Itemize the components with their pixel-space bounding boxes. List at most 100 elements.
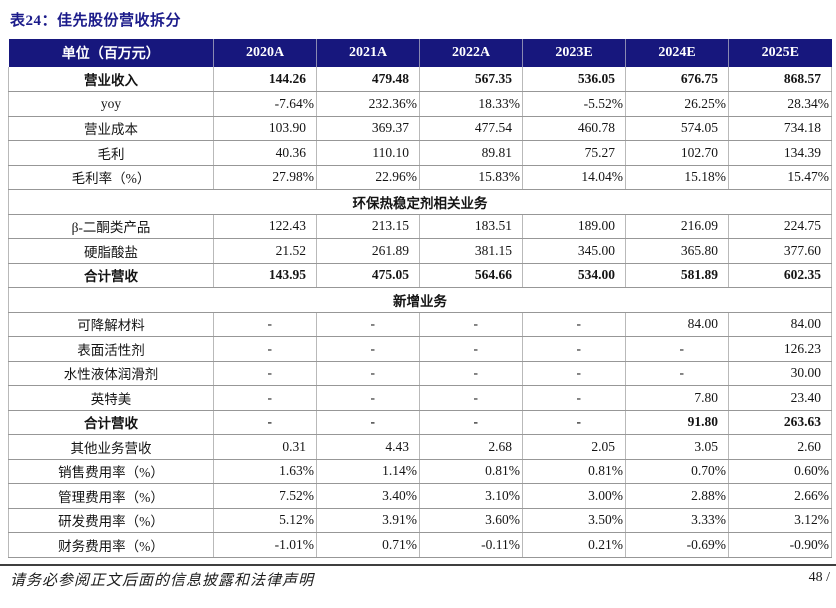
cell-value: 75.27: [522, 140, 626, 166]
cell-value: 84.00: [625, 312, 729, 337]
row-label: 毛利率（%）: [8, 165, 214, 190]
cell-value: 2.66%: [728, 483, 832, 509]
cell-value: -: [213, 361, 317, 386]
row-label: 可降解材料: [8, 312, 214, 337]
cell-value: 369.37: [316, 116, 420, 141]
cell-value: -: [419, 312, 523, 337]
section-row: 环保热稳定剂相关业务: [8, 189, 832, 215]
cell-value: 15.18%: [625, 165, 729, 190]
row-label: 合计营收: [8, 410, 214, 435]
table-title: 表24：佳先股份营收拆分: [10, 13, 182, 29]
cell-value: -: [522, 312, 626, 337]
cell-value: 216.09: [625, 214, 729, 239]
table-row: 营业收入 144.26 479.48 567.35 536.05 676.75 868.57: [8, 67, 832, 92]
table-row: 英特美 - - - -7.80 23.40: [8, 385, 832, 411]
cell-value: 2.88%: [625, 483, 729, 509]
cell-value: 15.83%: [419, 165, 523, 190]
cell-value: 102.70: [625, 140, 729, 166]
table-row: β-二酮类产品 122.43 213.15 183.51 189.00 216.09 224…: [8, 214, 832, 239]
cell-value: 232.36%: [316, 91, 420, 117]
table-row: 表面活性剂 - - - - -126.23: [8, 336, 832, 362]
cell-value: 103.90: [213, 116, 317, 141]
footer-divider: [0, 563, 836, 566]
cell-value: -0.11%: [419, 532, 523, 558]
row-label: 其他业务营收: [8, 434, 214, 460]
section-row: 新增业务: [8, 287, 832, 313]
cell-value: 365.80: [625, 238, 729, 264]
cell-value: 28.34%: [728, 91, 832, 117]
row-label: 水性液体润滑剂: [8, 361, 214, 386]
cell-value: -: [213, 385, 317, 411]
cell-value: 1.63%: [213, 459, 317, 484]
cell-value: 27.98%: [213, 165, 317, 190]
cell-value: 564.66: [419, 263, 523, 288]
row-label: 财务费用率（%）: [8, 532, 214, 558]
row-label: 管理费用率（%）: [8, 483, 214, 509]
table-row: yoy -7.64% 232.36% 18.33% -5.52% 26.25% 28.34%: [8, 91, 832, 117]
cell-value: 0.71%: [316, 532, 420, 558]
row-label: yoy: [8, 91, 214, 117]
table-row: 毛利率（%） 27.98% 22.96% 15.83% 14.04% 15.18% 15.4…: [8, 165, 832, 190]
cell-value: 3.05: [625, 434, 729, 460]
year-column-header: 2025E: [728, 39, 832, 67]
cell-value: 0.81%: [522, 459, 626, 484]
table-row: 硬脂酸盐 21.52 261.89 381.15 345.00 365.80 377.60: [8, 238, 832, 264]
cell-value: -1.01%: [213, 532, 317, 558]
cell-value: 1.14%: [316, 459, 420, 484]
cell-value: 23.40: [728, 385, 832, 411]
cell-value: 122.43: [213, 214, 317, 239]
table-row: 财务费用率（%） -1.01% 0.71% -0.11% 0.21% -0.69% -0.9…: [8, 532, 832, 558]
cell-value: 21.52: [213, 238, 317, 264]
cell-value: 14.04%: [522, 165, 626, 190]
cell-value: 534.00: [522, 263, 626, 288]
cell-value: -: [522, 410, 626, 435]
year-column-header: 2024E: [625, 39, 729, 67]
cell-value: 581.89: [625, 263, 729, 288]
table-row: 销售费用率（%） 1.63% 1.14% 0.81% 0.81% 0.70% 0.60%: [8, 459, 832, 484]
cell-value: -: [316, 361, 420, 386]
cell-value: 7.80: [625, 385, 729, 411]
cell-value: 30.00: [728, 361, 832, 386]
cell-value: 2.05: [522, 434, 626, 460]
cell-value: 263.63: [728, 410, 832, 435]
cell-value: -: [213, 336, 317, 362]
cell-value: -7.64%: [213, 91, 317, 117]
section-label: 环保热稳定剂相关业务: [8, 189, 832, 215]
cell-value: 134.39: [728, 140, 832, 166]
cell-value: -: [213, 312, 317, 337]
section-label: 新增业务: [8, 287, 832, 313]
cell-value: 475.05: [316, 263, 420, 288]
report-page: 表24：佳先股份营收拆分 单位（百万元） 2020A 2021A 2022A 2023…: [0, 9, 836, 608]
cell-value: 676.75: [625, 67, 729, 92]
cell-value: 22.96%: [316, 165, 420, 190]
cell-value: 2.60: [728, 434, 832, 460]
cell-value: 345.00: [522, 238, 626, 264]
table-row: 水性液体润滑剂 - - - - -30.00: [8, 361, 832, 386]
cell-value: 89.81: [419, 140, 523, 166]
cell-value: 574.05: [625, 116, 729, 141]
unit-header-cell: 单位（百万元）: [8, 39, 214, 67]
cell-value: -: [419, 410, 523, 435]
cell-value: 2.68: [419, 434, 523, 460]
disclaimer-text: 请务必参阅正文后面的信息披露和法律声明: [10, 572, 315, 589]
page-number: 48 /: [808, 569, 830, 585]
cell-value: 110.10: [316, 140, 420, 166]
row-label: 研发费用率（%）: [8, 508, 214, 533]
cell-value: 567.35: [419, 67, 523, 92]
row-label: 合计营收: [8, 263, 214, 288]
cell-value: 0.70%: [625, 459, 729, 484]
cell-value: -0.90%: [728, 532, 832, 558]
cell-value: 3.91%: [316, 508, 420, 533]
cell-value: 4.43: [316, 434, 420, 460]
cell-value: 3.50%: [522, 508, 626, 533]
cell-value: 602.35: [728, 263, 832, 288]
cell-value: -: [419, 361, 523, 386]
cell-value: -: [625, 336, 729, 362]
cell-value: 143.95: [213, 263, 317, 288]
table-row: 管理费用率（%） 7.52% 3.40% 3.10% 3.00% 2.88% 2.66%: [8, 483, 832, 509]
cell-value: -: [419, 385, 523, 411]
cell-value: 15.47%: [728, 165, 832, 190]
cell-value: -: [213, 410, 317, 435]
row-label: β-二酮类产品: [8, 214, 214, 239]
cell-value: -: [522, 336, 626, 362]
